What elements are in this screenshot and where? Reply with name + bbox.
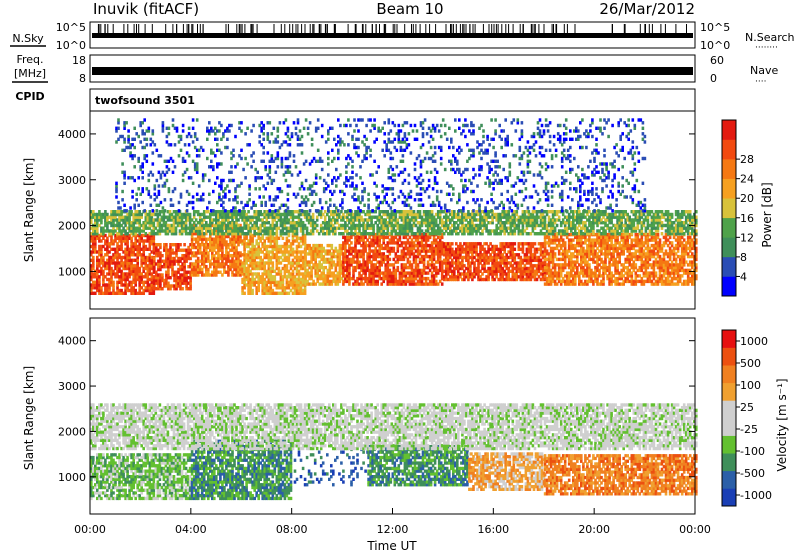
beam-title: Beam 10 [376,0,443,18]
heatmap-cell [350,241,353,244]
heatmap-cell [161,254,164,257]
heatmap-cell [441,282,444,285]
heatmap-cell [657,233,660,236]
heatmap-cell [397,266,400,269]
cpid-program: twofsound 3501 [95,94,195,107]
cpid-label: CPID [15,90,44,103]
freq-right-label: Nave [750,64,778,77]
freq-left-label-1: Freq. [16,53,43,66]
heatmap-cell [251,289,254,292]
freq-right-tick-bottom: 0 [710,72,717,85]
nsky-right-tick-bottom: 10^0 [700,39,730,52]
heatmap-cell [564,241,567,244]
heatmap-cell [671,241,674,244]
heatmap-cell [451,242,454,245]
heatmap-cell [331,244,334,247]
freq-right-legend: ···· [755,77,766,87]
freq-left-tick-bottom: 8 [79,72,86,85]
heatmap-cell [165,243,168,246]
heatmap-cell [179,243,182,246]
freq-right-tick-top: 60 [710,54,724,67]
heatmap-cell [159,243,162,246]
heatmap-cell [189,213,192,216]
heatmap-cell [514,242,517,245]
heatmap-cell [282,237,285,240]
nsky-left-tick-top: 10^5 [56,21,86,34]
heatmap-cell [514,248,517,251]
freq-trace [92,67,693,75]
heatmap-cell [272,261,275,264]
nsky-baseline [92,33,693,38]
heatmap-cell [389,258,392,261]
heatmap-cell [393,247,396,250]
heatmap-cell [534,242,537,245]
heatmap-cell [92,256,95,259]
heatmap-cell [655,271,658,274]
date-title: 26/Mar/2012 [599,0,695,18]
heatmap-cell [183,243,186,246]
heatmap-cell [161,273,164,276]
heatmap-cell [554,252,557,255]
nsky-right-tick-top: 10^5 [700,21,730,34]
freq-left-tick-top: 18 [72,54,86,67]
nsky-left-label: N.Sky [12,32,44,45]
heatmap-cell [588,263,591,266]
heatmap-cell [659,238,662,241]
nsky-left-tick-bottom: 10^0 [56,39,86,52]
heatmap-cell [112,281,115,284]
station-title: Inuvik (fitACF) [93,0,199,18]
heatmap-cell [243,292,246,295]
nsky-right-legend: ········ [755,43,778,53]
heatmap-cell [635,263,638,266]
freq-left-label-2: [MHz] [14,67,46,80]
heatmap-cell [181,287,184,290]
heatmap-cell [145,232,148,235]
heatmap-cell [247,210,250,213]
